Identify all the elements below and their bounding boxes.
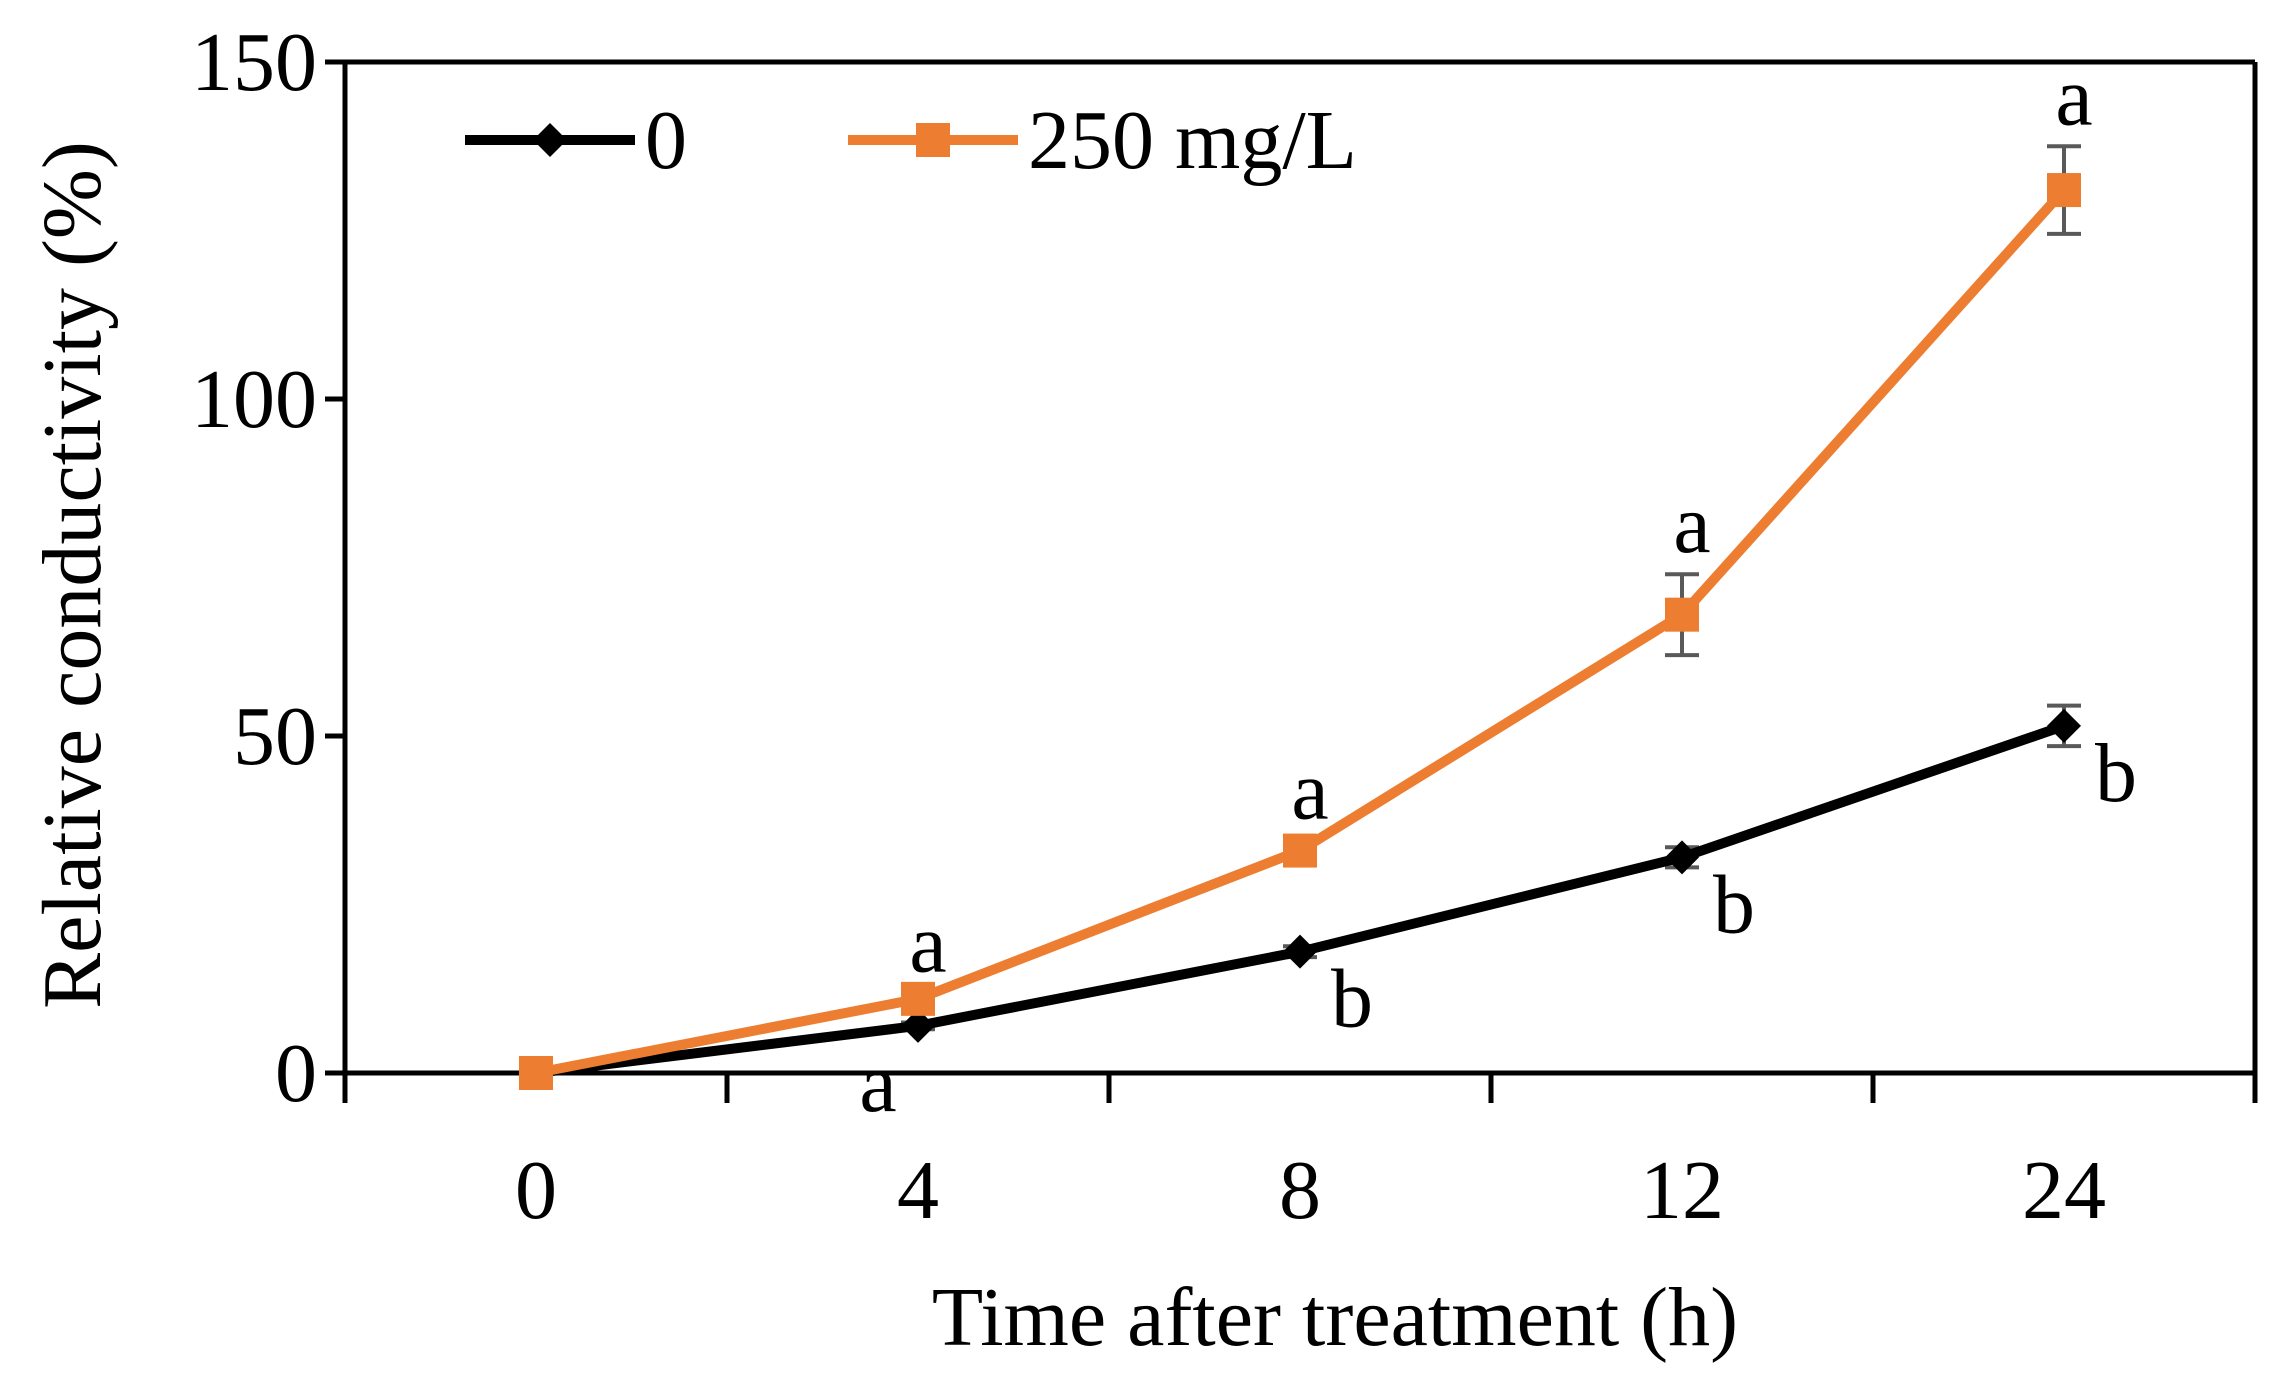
y-tick-label: 0 [275, 1027, 317, 1120]
axes: 0 50 100 150 0 4 8 12 24 [191, 16, 2258, 1237]
x-tick-label: 0 [515, 1144, 557, 1237]
significance-letter: a [909, 897, 946, 990]
data-point-diamond [1665, 840, 1699, 875]
data-point-square [1665, 597, 1699, 632]
x-tick-label: 24 [2022, 1144, 2106, 1237]
legend: 0 250 mg/L [465, 94, 1357, 187]
markers [519, 173, 2081, 1090]
significance-letter: b [1331, 953, 1373, 1046]
x-tick-label: 8 [1279, 1144, 1321, 1237]
data-point-diamond [1283, 934, 1317, 969]
significance-letter: b [2095, 727, 2137, 820]
y-tick-label: 100 [191, 353, 317, 446]
y-axis-label: Relative conductivity (%) [26, 141, 119, 1009]
data-point-diamond [2047, 708, 2081, 743]
significance-letter: a [2055, 50, 2092, 143]
y-tick-label: 150 [191, 16, 317, 109]
data-point-square [1283, 833, 1317, 868]
significance-letter: a [1291, 744, 1328, 837]
significance-letter: a [859, 1037, 896, 1130]
x-axis-label: Time after treatment (h) [932, 1271, 1738, 1364]
significance-letter: b [1713, 858, 1755, 951]
data-point-square [519, 1056, 553, 1090]
significance-letter: a [1673, 478, 1710, 571]
legend-label-series-2: 250 mg/L [1028, 94, 1357, 187]
legend-marker-series-2 [916, 123, 950, 157]
legend-marker-series-1 [533, 123, 567, 157]
x-tick-label: 12 [1640, 1144, 1724, 1237]
legend-label-series-1: 0 [645, 94, 687, 187]
data-point-diamond [901, 1008, 935, 1043]
y-tick-label: 50 [233, 690, 317, 783]
x-tick-label: 4 [897, 1144, 939, 1237]
data-point-square [901, 981, 935, 1016]
data-point-square [2047, 173, 2081, 208]
